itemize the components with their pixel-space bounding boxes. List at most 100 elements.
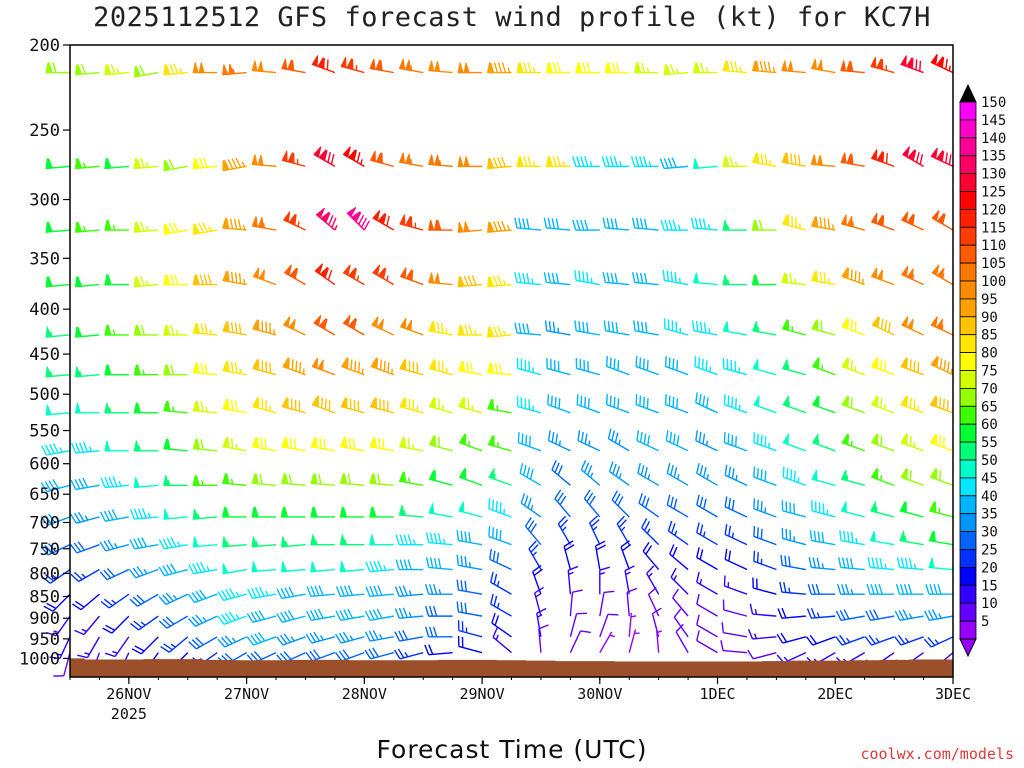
colorbar-label: 65 (981, 399, 998, 415)
barb-flag (551, 218, 556, 229)
wind-barb (545, 156, 571, 168)
barb-shaft (723, 631, 748, 638)
barb-flag (230, 399, 234, 411)
barb-flag (137, 508, 144, 519)
barb-flag (587, 361, 589, 372)
barb-pennant (318, 317, 327, 330)
barb-pennant (811, 357, 819, 369)
barb-flag (136, 324, 141, 336)
barb-pennant (375, 59, 382, 71)
barb-flag (669, 544, 675, 555)
barb-shaft (46, 484, 71, 493)
barb-pennant (282, 357, 289, 369)
wind-barb (428, 321, 453, 336)
wind-barb (691, 320, 718, 336)
barb-flag (402, 585, 408, 596)
colorbar-swatch (959, 602, 977, 622)
colorbar-label: 25 (981, 543, 998, 559)
wind-barb (752, 359, 777, 376)
barb-pennant (811, 433, 819, 445)
barb-flag (614, 493, 621, 504)
barb-flag (99, 571, 108, 581)
wind-barb (894, 609, 924, 621)
barb-flag (946, 400, 949, 411)
barb-flag (615, 466, 621, 477)
barb-half-flag (950, 368, 953, 374)
wind-barb (575, 62, 600, 74)
barb-flag (256, 437, 260, 448)
barb-flag (364, 610, 371, 621)
barb-pennant (811, 319, 818, 331)
barb-half-flag (196, 513, 200, 519)
barb-pennant (340, 436, 347, 449)
barb-flag (134, 645, 145, 652)
barb-flag (233, 218, 238, 230)
colorbar-label: 90 (981, 310, 998, 326)
wind-barb (524, 517, 542, 546)
barb-pennant (375, 152, 382, 164)
wind-barb (900, 357, 924, 376)
barb-half-flag (875, 637, 880, 643)
barb-flag (935, 468, 938, 480)
barb-pennant (870, 56, 877, 69)
barb-half-flag (88, 446, 93, 452)
wind-barb (364, 608, 394, 621)
barb-flag (459, 276, 465, 287)
wind-barb (572, 156, 600, 168)
barb-flag (46, 631, 57, 637)
barb-flag (854, 270, 857, 282)
barb-pennant (369, 506, 376, 518)
barb-flag (372, 647, 379, 658)
barb-flag (881, 59, 884, 70)
barb-flag (492, 499, 495, 511)
barb-half-flag (438, 160, 442, 166)
colorbar-label: 10 (981, 596, 998, 612)
wind-barb (313, 146, 336, 167)
colorbar-swatch (959, 620, 977, 640)
barb-flag (547, 217, 552, 229)
barb-flag (468, 532, 471, 543)
barb-flag (548, 156, 554, 167)
barb-flag (379, 398, 381, 410)
barb-pennant (787, 61, 794, 72)
barb-flag (288, 473, 293, 485)
barb-flag (492, 550, 496, 562)
barb-flag (639, 357, 642, 368)
barb-flag (165, 64, 171, 75)
barb-flag (812, 557, 817, 568)
barb-half-flag (852, 221, 854, 227)
barb-half-flag (360, 159, 363, 165)
wind-barb (133, 221, 159, 233)
barb-shaft (546, 330, 571, 336)
wind-barb (781, 319, 807, 336)
barb-flag (349, 398, 352, 410)
colorbar-label: 120 (981, 202, 1006, 218)
barb-half-flag (506, 225, 511, 231)
barb-flag (721, 622, 725, 633)
wind-barb (41, 568, 71, 584)
barb-flag (395, 559, 400, 570)
barb-flag (166, 274, 171, 285)
barb-flag (580, 156, 585, 167)
wind-barb (569, 630, 591, 653)
colorbar-swatch (959, 191, 977, 210)
wind-barb (365, 585, 394, 598)
wind-barb (776, 632, 807, 644)
barb-half-flag (167, 480, 171, 486)
barb-flag (433, 532, 438, 544)
barb-flag (460, 324, 465, 336)
barb-half-flag (59, 447, 63, 453)
barb-flag (702, 498, 707, 510)
barb-pennant (816, 59, 824, 71)
barb-flag (850, 532, 854, 543)
barb-flag (574, 320, 577, 331)
wind-barb (666, 463, 689, 486)
barb-flag (345, 397, 348, 409)
barb-pennant (876, 151, 884, 163)
barb-flag (756, 499, 759, 511)
barb-pennant (289, 267, 298, 279)
wind-barb (616, 515, 630, 546)
barb-flag (381, 152, 383, 164)
wind-barb (222, 473, 247, 487)
barb-flag (559, 495, 567, 506)
